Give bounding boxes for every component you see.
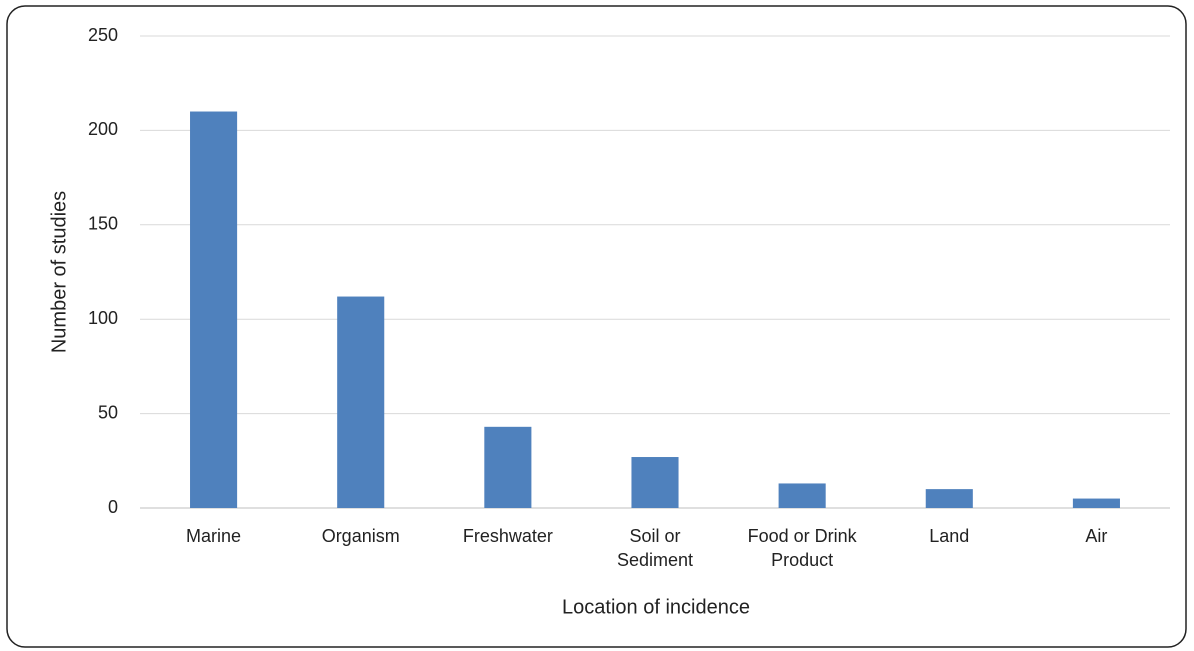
x-tick-label: Organism [321, 526, 400, 546]
bar [190, 111, 238, 509]
y-axis-title: Number of studies [48, 191, 70, 353]
y-tick-label: 50 [98, 402, 118, 422]
x-tick-label: Land [929, 526, 970, 546]
y-tick-label: 100 [88, 308, 118, 328]
x-tick-label: Food or Drink Product [747, 526, 857, 570]
x-axis-title: Location of incidence [562, 596, 750, 618]
x-tick-label: Marine [186, 526, 242, 546]
x-tick-label: Soil or Sediment [616, 526, 694, 570]
x-tick-label: Freshwater [462, 526, 553, 546]
bar [925, 489, 973, 508]
y-tick-label: 0 [108, 497, 118, 517]
y-tick-label: 200 [88, 119, 118, 139]
bar [778, 483, 826, 508]
x-tick-label: Air [1085, 526, 1108, 546]
bar [631, 457, 679, 508]
bar [1072, 498, 1120, 508]
y-tick-label: 250 [88, 25, 118, 45]
y-tick-label: 150 [88, 214, 118, 234]
bar [484, 426, 532, 508]
chart-border [6, 5, 1187, 648]
bar [337, 296, 385, 508]
